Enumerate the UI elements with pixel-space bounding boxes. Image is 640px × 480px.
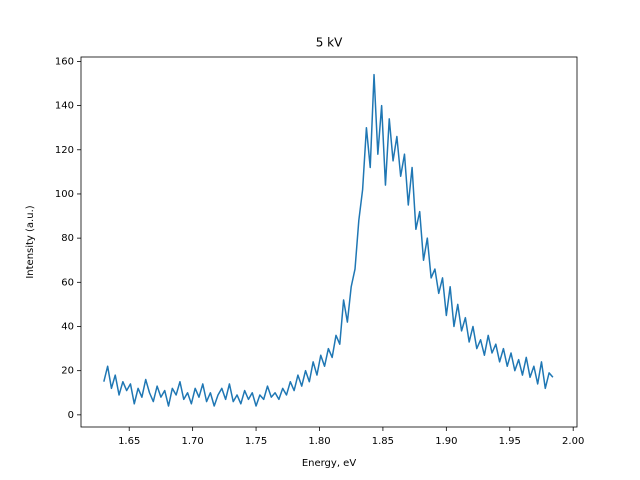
chart-title: 5 kV — [316, 36, 343, 50]
y-tick-label: 40 — [61, 321, 74, 332]
x-axis-label: Energy, eV — [302, 458, 357, 469]
y-tick-label: 160 — [55, 56, 74, 67]
y-tick-label: 60 — [61, 277, 74, 288]
x-tick-label: 1.75 — [245, 436, 267, 447]
x-tick-label: 1.80 — [308, 436, 330, 447]
x-tick-label: 2.00 — [562, 436, 584, 447]
x-tick-label: 1.65 — [118, 436, 140, 447]
x-tick-label: 1.70 — [181, 436, 203, 447]
y-tick-label: 20 — [61, 366, 74, 377]
y-tick-label: 120 — [55, 145, 74, 156]
y-tick-label: 0 — [68, 410, 74, 421]
y-tick-label: 80 — [61, 233, 74, 244]
y-tick-label: 100 — [55, 189, 74, 200]
x-tick-label: 1.95 — [499, 436, 521, 447]
x-tick-label: 1.90 — [435, 436, 457, 447]
y-tick-label: 140 — [55, 101, 74, 112]
data-line — [103, 73, 554, 407]
y-axis-label: Intensity (a.u.) — [25, 205, 36, 278]
plot-frame — [80, 56, 578, 428]
x-tick-label: 1.85 — [372, 436, 394, 447]
